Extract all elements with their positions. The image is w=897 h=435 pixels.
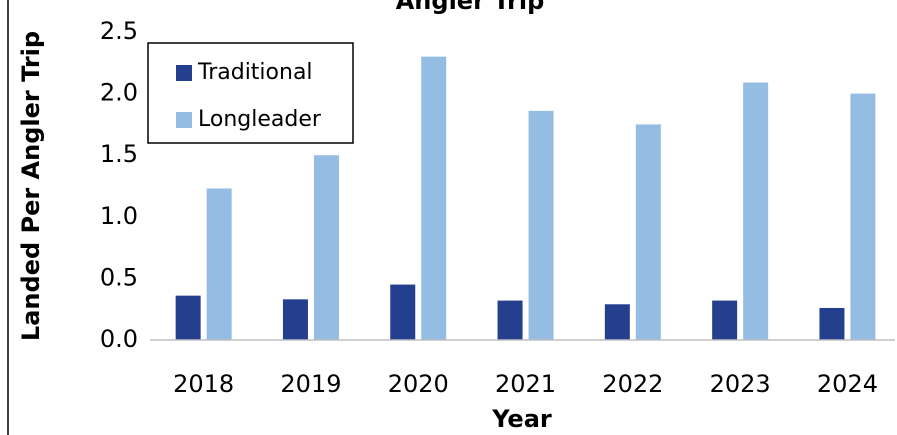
bar — [206, 188, 232, 340]
bar — [712, 300, 738, 340]
y-tick-label: 1.0 — [100, 202, 138, 230]
bar — [421, 56, 447, 340]
bar — [313, 155, 339, 340]
bar — [497, 300, 523, 340]
y-tick-label: 0.0 — [100, 325, 138, 353]
x-tick-label: 2023 — [710, 370, 771, 398]
y-tick-label: 1.5 — [100, 140, 138, 168]
bar — [819, 307, 845, 340]
x-tick-label: 2022 — [602, 370, 663, 398]
bar — [175, 295, 201, 340]
legend-swatch — [176, 65, 192, 81]
legend-label: Traditional — [197, 60, 313, 85]
x-tick-label: 2018 — [173, 370, 234, 398]
y-axis-label: Landed Per Angler Trip — [17, 31, 45, 341]
x-tick-label: 2024 — [817, 370, 878, 398]
y-tick-label: 2.0 — [100, 79, 138, 107]
bar — [850, 93, 876, 340]
bar — [390, 284, 416, 340]
y-tick-label: 2.5 — [100, 17, 138, 45]
bar — [528, 110, 554, 341]
legend-swatch — [176, 112, 192, 128]
legend-label: Longleader — [198, 107, 322, 132]
x-tick-label: 2019 — [280, 370, 341, 398]
x-tick-label: 2021 — [495, 370, 556, 398]
legend: Traditional Longleader — [147, 42, 354, 144]
x-tick-label: 2020 — [388, 370, 449, 398]
bar — [635, 124, 661, 341]
y-tick-label: 0.5 — [100, 263, 138, 291]
chart-title: Angler Trip — [396, 0, 545, 15]
x-axis-label: Year — [491, 405, 552, 433]
bar — [282, 299, 308, 340]
bar — [604, 304, 630, 340]
bar — [743, 82, 769, 341]
